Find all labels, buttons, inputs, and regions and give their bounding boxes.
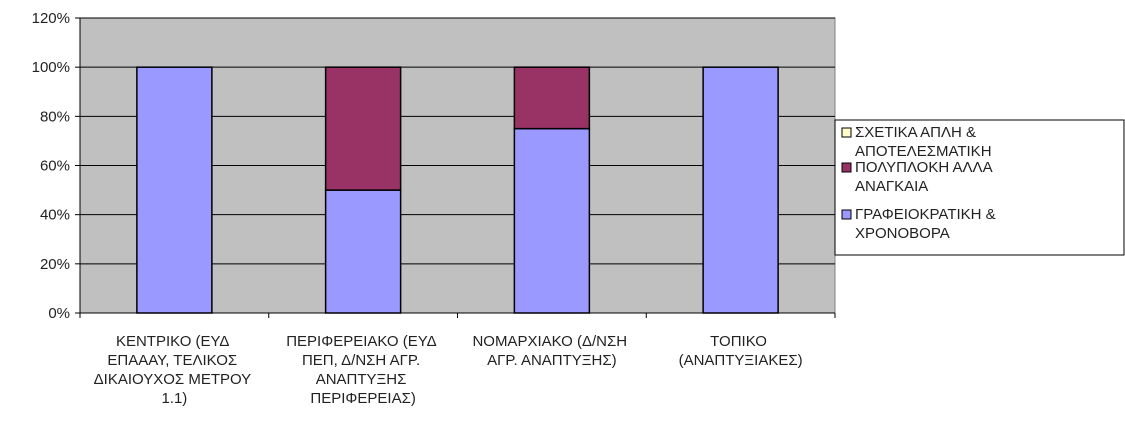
y-tick-label: 120% [32, 10, 70, 27]
y-tick-label: 40% [40, 207, 70, 224]
legend-label: ΣΧΕΤΙΚΑ ΑΠΛΗ & ΑΠΟΤΕΛΕΣΜΑΤΙΚΗ [855, 124, 992, 160]
legend-swatch [841, 127, 852, 138]
legend-label: ΓΡΑΦΕΙΟΚΡΑΤΙΚΗ & ΧΡΟΝΟΒΟΡΑ [855, 206, 1000, 242]
bar-segment [702, 66, 779, 314]
y-tick-label: 100% [32, 59, 70, 76]
x-tick-label: ΚΕΝΤΡΙΚΟ (ΕΥΔ ΕΠΑΑΑΥ, ΤΕΛΙΚΟΣ ΔΙΚΑΙΟΥΧΟΣ… [94, 333, 255, 407]
y-tick-label: 80% [40, 108, 70, 125]
bar-segment [136, 66, 213, 314]
bar-segment [324, 189, 402, 314]
legend-label: ΠΟΛΥΠΛΟΚΗ ΑΛΛΑ ΑΝΑΓΚΑΙΑ [855, 159, 996, 195]
y-tick-label: 20% [40, 256, 70, 273]
x-tick-label: ΠΕΡΙΦΕΡΕΙΑΚΟ (ΕΥΔ ΠΕΠ, Δ/ΝΣΗ ΑΓΡ. ΑΝΑΠΤΥ… [286, 333, 440, 407]
legend-swatch [841, 162, 852, 173]
y-tick-label: 0% [48, 305, 70, 322]
legend-swatch [841, 209, 852, 220]
x-tick-label: ΤΟΠΙΚΟ (ΑΝΑΠΤΥΞΙΑΚΕΣ) [679, 333, 803, 369]
legend-box [834, 119, 1125, 256]
bar-segment [513, 127, 591, 314]
bar-segment [324, 66, 402, 191]
y-tick-label: 60% [40, 158, 70, 175]
x-tick-label: ΝΟΜΑΡΧΙΑΚΟ (Δ/ΝΣΗ ΑΓΡ. ΑΝΑΠΤΥΞΗΣ) [472, 333, 631, 369]
bar-segment [513, 66, 591, 130]
